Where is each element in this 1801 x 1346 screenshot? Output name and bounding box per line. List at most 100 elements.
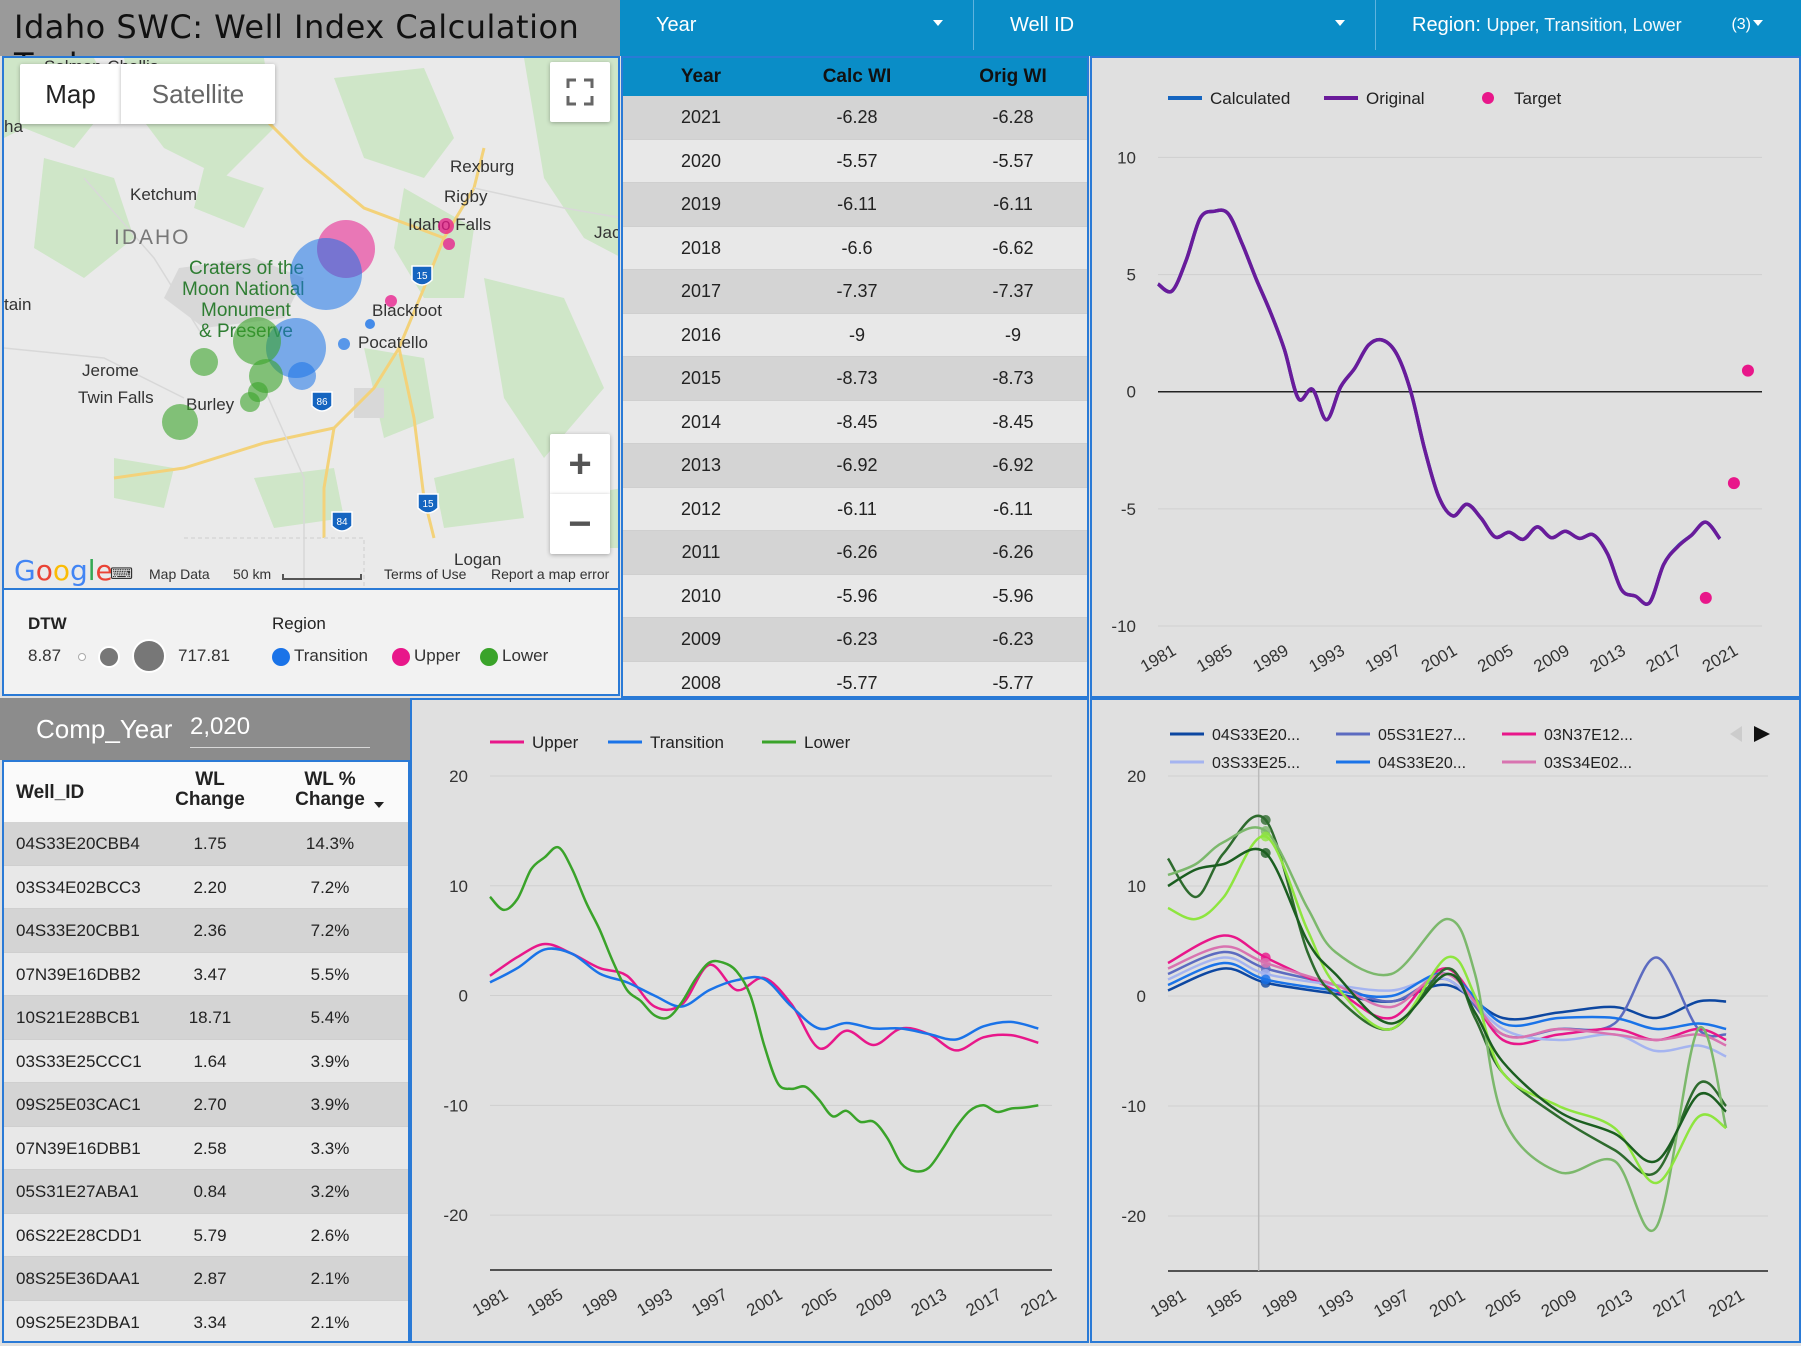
table-row[interactable]: 2019 -6.11 -6.11 bbox=[623, 183, 1087, 227]
well-marker-upper[interactable] bbox=[385, 295, 397, 307]
legend-prev-icon[interactable] bbox=[1730, 726, 1742, 742]
series-line-transition[interactable] bbox=[489, 947, 1039, 1041]
legend-label[interactable]: 03S33E25... bbox=[1212, 755, 1300, 772]
table-row[interactable]: 2021 -6.28 -6.28 bbox=[623, 96, 1087, 140]
table-row[interactable]: 07N39E16DBB1 2.58 3.3% bbox=[4, 1126, 408, 1170]
map-canvas[interactable]: Salmon-Challis Rexburg Rigby Ketchum IDA… bbox=[4, 58, 620, 590]
legend-label[interactable]: 04S33E20... bbox=[1212, 727, 1300, 744]
table-row[interactable]: 09S25E03CAC1 2.70 3.9% bbox=[4, 1083, 408, 1127]
legend-next-icon[interactable] bbox=[1754, 726, 1770, 742]
table-row[interactable]: 08S25E36DAA1 2.87 2.1% bbox=[4, 1257, 408, 1301]
series-line-05s31e27-[interactable] bbox=[1167, 950, 1727, 1039]
map-panel[interactable]: Salmon-Challis Rexburg Rigby Ketchum IDA… bbox=[2, 56, 620, 590]
table-row[interactable]: 2013 -6.92 -6.92 bbox=[623, 444, 1087, 488]
map-scale[interactable]: 50 km bbox=[233, 566, 272, 582]
map-data-link[interactable]: Map Data bbox=[149, 566, 210, 582]
legend-label[interactable]: Lower bbox=[804, 733, 851, 752]
table-row[interactable]: 2008 -5.77 -5.77 bbox=[623, 661, 1087, 696]
map-type-satellite-button[interactable]: Satellite bbox=[121, 64, 275, 124]
year-wi-table[interactable]: Year Calc WI Orig WI 2021 -6.28 -6.28 2020 -… bbox=[621, 56, 1089, 698]
header-calc-wi[interactable]: Calc WI bbox=[822, 66, 892, 87]
series-line-7[interactable] bbox=[1167, 826, 1728, 1232]
table-row[interactable]: 2018 -6.6 -6.62 bbox=[623, 226, 1087, 270]
table-row[interactable]: 04S33E20CBB1 2.36 7.2% bbox=[4, 909, 408, 953]
table-row[interactable]: 05S31E27ABA1 0.84 3.2% bbox=[4, 1170, 408, 1214]
sort-desc-icon[interactable] bbox=[374, 802, 384, 808]
legend-label[interactable]: Upper bbox=[532, 733, 579, 752]
series-line-calculated[interactable] bbox=[1156, 208, 1722, 606]
well-marker-upper[interactable] bbox=[443, 238, 455, 250]
legend-label[interactable]: Original bbox=[1366, 89, 1425, 108]
well-change-table[interactable]: Well_ID WL Change WL % Change 04S33E20CB… bbox=[2, 760, 410, 1343]
well-change-chart[interactable]: 20 10 0 -10 -20 1981 1985 1989 1993 1997 2001 2005 2… bbox=[1090, 698, 1801, 1343]
report-map-error-link[interactable]: Report a map error bbox=[491, 566, 610, 582]
legend-label[interactable]: 04S33E20... bbox=[1378, 755, 1466, 772]
legend-label[interactable]: 03S34E02... bbox=[1544, 755, 1632, 772]
region-change-chart[interactable]: 20 10 0 -10 -20 1981 1985 1989 1993 1997 2001 2005 2… bbox=[410, 698, 1089, 1343]
well-marker-transition[interactable] bbox=[288, 362, 316, 390]
table-row[interactable]: 09S25E23DBA1 3.34 2.1% bbox=[4, 1300, 408, 1341]
target-point[interactable] bbox=[1727, 477, 1740, 490]
table-row[interactable]: 03S33E25CCC1 1.64 3.9% bbox=[4, 1039, 408, 1083]
table-row[interactable]: 2014 -8.45 -8.45 bbox=[623, 400, 1087, 444]
header-wl-pct-change[interactable]: WL % Change bbox=[295, 769, 365, 810]
well-marker-lower[interactable] bbox=[162, 404, 198, 440]
header-well-id[interactable]: Well_ID bbox=[16, 782, 85, 803]
series-line-9[interactable] bbox=[1167, 847, 1727, 1164]
header-wl-change[interactable]: WL Change bbox=[175, 769, 245, 810]
terms-of-use-link[interactable]: Terms of Use bbox=[384, 566, 467, 582]
well-change-chart-svg[interactable]: 20 10 0 -10 -20 1981 1985 1989 1993 1997 2001 2005 2… bbox=[1092, 700, 1799, 1341]
table-row[interactable]: 2015 -8.73 -8.73 bbox=[623, 357, 1087, 401]
cell-wl-pct-change: 7.2% bbox=[310, 921, 350, 940]
target-point[interactable] bbox=[1699, 591, 1712, 604]
target-point[interactable] bbox=[1741, 364, 1754, 377]
zoom-out-button[interactable]: − bbox=[550, 494, 610, 554]
table-row[interactable]: 2010 -5.96 -5.96 bbox=[623, 574, 1087, 618]
well-marker-transition[interactable] bbox=[365, 319, 375, 329]
header-year[interactable]: Year bbox=[680, 66, 722, 87]
well-marker-upper[interactable] bbox=[438, 218, 454, 234]
series-line-lower[interactable] bbox=[489, 845, 1039, 1173]
header-orig-wi[interactable]: Orig WI bbox=[979, 66, 1047, 87]
year-filter[interactable]: Year bbox=[620, 0, 974, 50]
series-line-6[interactable] bbox=[1166, 814, 1728, 1176]
region-change-chart-svg[interactable]: 20 10 0 -10 -20 1981 1985 1989 1993 1997 2001 2005 2… bbox=[412, 700, 1087, 1341]
series-line-original[interactable] bbox=[1156, 208, 1722, 606]
legend-label[interactable]: Target bbox=[1514, 89, 1562, 108]
legend-label[interactable]: 03N37E12... bbox=[1544, 727, 1633, 744]
table-row[interactable]: 2016 -9 -9 bbox=[623, 313, 1087, 357]
table-row[interactable]: 07N39E16DBB2 3.47 5.5% bbox=[4, 952, 408, 996]
well-marker-lower[interactable] bbox=[233, 317, 281, 365]
table-row[interactable]: 03S34E02BCC3 2.20 7.2% bbox=[4, 865, 408, 909]
legend-label[interactable]: Transition bbox=[650, 733, 724, 752]
legend-label[interactable]: 05S31E27... bbox=[1378, 727, 1466, 744]
series-line-upper[interactable] bbox=[489, 942, 1039, 1052]
series-line-8[interactable] bbox=[1167, 835, 1727, 1185]
table-row[interactable]: 2020 -5.57 -5.57 bbox=[623, 139, 1087, 183]
well-marker-lower[interactable] bbox=[190, 348, 218, 376]
well-marker-transition[interactable] bbox=[290, 238, 362, 310]
keyboard-icon[interactable]: ⌨ bbox=[110, 566, 134, 583]
table-row[interactable]: 06S22E28CDD1 5.79 2.6% bbox=[4, 1213, 408, 1257]
table-row[interactable]: 2011 -6.26 -6.26 bbox=[623, 531, 1087, 575]
table-row[interactable]: 2009 -6.23 -6.23 bbox=[623, 618, 1087, 662]
well-marker-transition[interactable] bbox=[266, 318, 326, 378]
fullscreen-button[interactable] bbox=[550, 62, 610, 122]
map-type-map-button[interactable]: Map bbox=[20, 64, 121, 124]
table-row[interactable]: 10S21E28BCB1 18.71 5.4% bbox=[4, 996, 408, 1040]
table-row[interactable]: 2017 -7.37 -7.37 bbox=[623, 270, 1087, 314]
well-index-chart[interactable]: 10 5 0 -5 -10 1981 1985 1989 1993 1997 2001 2005 200… bbox=[1090, 56, 1801, 698]
well-markers[interactable] bbox=[162, 218, 455, 440]
series-line-04s33e20-[interactable] bbox=[1167, 967, 1727, 1021]
series-line-03n37e12-[interactable] bbox=[1167, 934, 1727, 1046]
region-filter[interactable]: Region: Upper, Transition, Lower (3) bbox=[1376, 0, 1801, 50]
well-id-filter[interactable]: Well ID bbox=[974, 0, 1376, 50]
zoom-in-button[interactable]: + bbox=[550, 434, 610, 494]
table-row[interactable]: 04S33E20CBB4 1.75 14.3% bbox=[4, 822, 408, 866]
table-row[interactable]: 2012 -6.11 -6.11 bbox=[623, 487, 1087, 531]
well-marker-transition[interactable] bbox=[338, 338, 350, 350]
comp-year-input[interactable] bbox=[190, 706, 370, 748]
legend-label[interactable]: Calculated bbox=[1210, 89, 1290, 108]
well-marker-lower[interactable] bbox=[240, 392, 260, 412]
